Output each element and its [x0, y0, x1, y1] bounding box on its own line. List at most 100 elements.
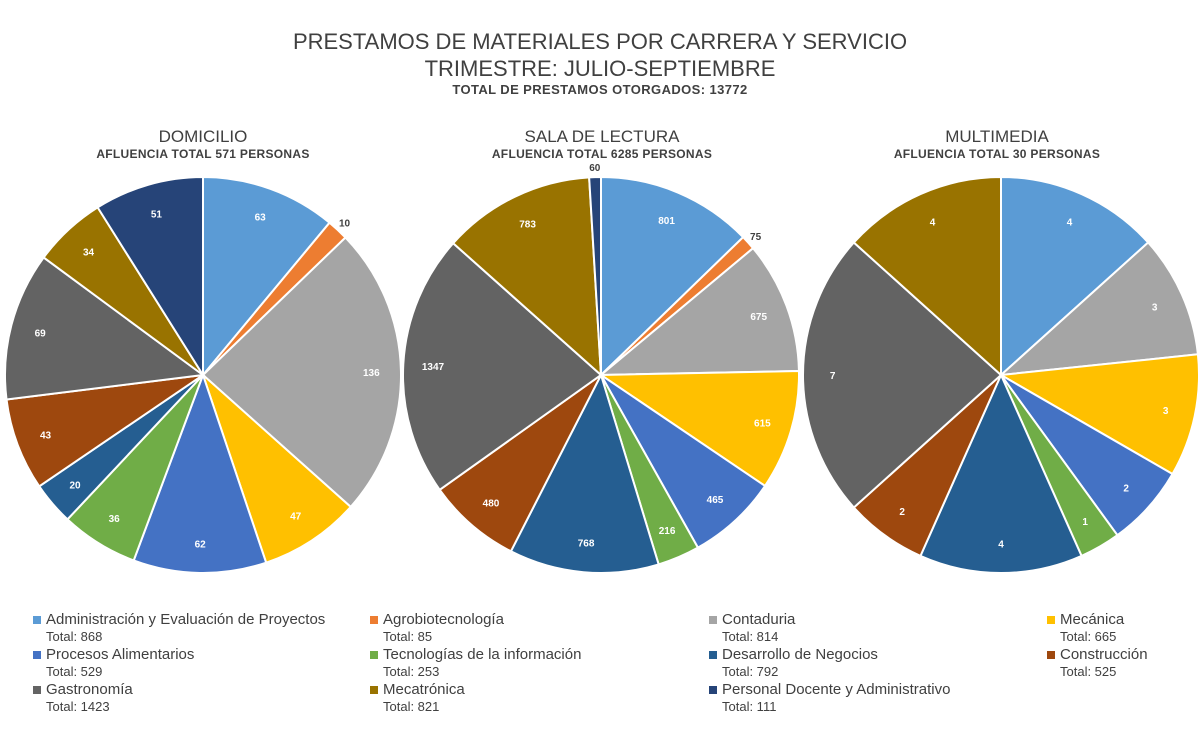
data-label-mecanica: 3 [1163, 406, 1169, 417]
legend-swatch [709, 650, 717, 659]
legend-item-administracion-y-evaluacion-de-proyectos: Administración y Evaluación de Proyectos… [33, 610, 363, 644]
legend-label: Desarrollo de Negocios [722, 646, 878, 663]
pie-charts: 6310136476236204369345180175675615465216… [4, 163, 1200, 574]
data-label-agrobiotecnologia: 75 [750, 232, 762, 243]
data-label-gastronomia: 7 [830, 371, 836, 382]
data-label-desarrollo-de-negocios: 4 [998, 539, 1004, 550]
pie-subtitle: AFLUENCIA TOTAL 30 PERSONAS [893, 147, 1101, 161]
legend-label: Construcción [1060, 646, 1148, 663]
legend-item-mecatronica: Mecatrónica Total: 821 [370, 680, 700, 714]
pie-name: DOMICILIO [158, 127, 248, 146]
data-label-personal-docente-y-administrativo: 60 [589, 163, 601, 174]
pie-slice-contaduria [598, 246, 800, 377]
pie-slice-contaduria [201, 236, 402, 509]
legend-label: Agrobiotecnología [383, 611, 504, 628]
pie-title-sala-de-lectura: SALA DE LECTURA AFLUENCIA TOTAL 6285 PER… [402, 127, 802, 161]
legend-item-personal-docente-y-administrativo: Personal Docente y Administrativo Total: … [709, 680, 1039, 714]
legend-label: Personal Docente y Administrativo [722, 681, 951, 698]
legend-swatch [33, 650, 41, 659]
pie-subtitle: AFLUENCIA TOTAL 571 PERSONAS [96, 147, 310, 161]
data-label-procesos-alimentarios: 2 [1123, 484, 1129, 495]
data-label-mecanica: 47 [290, 512, 302, 523]
pie-slice-contaduria [998, 241, 1200, 377]
pie-slice-administracion-y-evaluacion-de-proyectos [202, 175, 331, 378]
legend-swatch [33, 615, 41, 624]
data-label-mecatronica: 4 [930, 217, 936, 228]
legend-swatch [370, 650, 378, 659]
pie-slice-construccion [438, 374, 602, 553]
data-label-tecnologias-de-la-informacion: 216 [659, 526, 676, 537]
legend-total: Total: 792 [722, 664, 779, 679]
data-label-procesos-alimentarios: 465 [707, 495, 724, 506]
legend-total: Total: 111 [722, 699, 777, 714]
data-label-tecnologias-de-la-informacion: 36 [109, 514, 121, 525]
data-label-agrobiotecnologia: 10 [339, 219, 351, 230]
data-label-construccion: 480 [483, 498, 500, 509]
pie-slice-desarrollo-de-negocios [509, 372, 660, 574]
data-label-gastronomia: 1347 [422, 362, 445, 373]
legend-label: Administración y Evaluación de Proyectos [46, 611, 326, 628]
legend-total: Total: 814 [722, 629, 779, 644]
legend-swatch [33, 685, 41, 694]
data-label-administracion-y-evaluacion-de-proyectos: 801 [658, 216, 675, 227]
data-label-administracion-y-evaluacion-de-proyectos: 63 [255, 213, 267, 224]
pie-slice-gastronomia [402, 241, 603, 492]
data-label-desarrollo-de-negocios: 768 [578, 539, 595, 550]
legend-swatch [1047, 650, 1055, 659]
legend-swatch [709, 685, 717, 694]
legend-item-tecnologias-de-la-informacion: Tecnologías de la información Total: 253 [370, 645, 700, 679]
data-label-mecatronica: 783 [519, 220, 536, 231]
data-label-mecanica: 615 [754, 419, 771, 430]
legend-item-contaduria: Contaduria Total: 814 [709, 610, 1039, 644]
pie-name: MULTIMEDIA [945, 127, 1049, 146]
pie-slice-procesos-alimentarios [132, 372, 268, 574]
pie-slice-desarrollo-de-negocios [919, 372, 1083, 574]
pie-slice-mecanica [997, 353, 1200, 476]
legend-item-mecanica: Mecánica Total: 665 [1047, 610, 1200, 644]
pie-slice-personal-docente-y-administrativo [96, 175, 204, 379]
legend-swatch [370, 685, 378, 694]
data-label-contaduria: 3 [1152, 303, 1158, 314]
data-label-mecatronica: 34 [83, 248, 95, 259]
total-loans-title: TOTAL DE PRESTAMOS OTORGADOS: 13772 [452, 82, 748, 97]
data-label-construccion: 43 [40, 430, 52, 441]
legend-item-desarrollo-de-negocios: Desarrollo de Negocios Total: 792 [709, 645, 1039, 679]
legend-label: Procesos Alimentarios [46, 646, 195, 663]
data-label-contaduria: 136 [363, 368, 380, 379]
pie-slice-mecanica [597, 369, 800, 488]
legend-total: Total: 665 [1060, 629, 1117, 644]
main-title: PRESTAMOS DE MATERIALES POR CARRERA Y SE… [292, 29, 908, 54]
data-label-tecnologias-de-la-informacion: 1 [1082, 517, 1088, 528]
chart-header: PRESTAMOS DE MATERIALES POR CARRERA Y SE… [0, 28, 1200, 98]
legend-item-construccion: Construcción Total: 525 [1047, 645, 1200, 679]
pie-slice-administracion-y-evaluacion-de-proyectos [600, 175, 745, 378]
legend-label: Tecnologías de la información [383, 646, 582, 663]
pie-title-multimedia: MULTIMEDIA AFLUENCIA TOTAL 30 PERSONAS [797, 127, 1197, 161]
legend-label: Gastronomía [46, 681, 133, 698]
data-label-gastronomia: 69 [35, 328, 47, 339]
legend-item-procesos-alimentarios: Procesos Alimentarios Total: 529 [33, 645, 363, 679]
legend-total: Total: 253 [383, 664, 440, 679]
legend-label: Mecánica [1060, 611, 1125, 628]
pie-slice-gastronomia [4, 256, 206, 401]
legend-total: Total: 529 [46, 664, 103, 679]
legend-total: Total: 525 [1060, 664, 1117, 679]
data-label-desarrollo-de-negocios: 20 [69, 480, 81, 491]
pie-slice-gastronomia [802, 241, 1003, 509]
legend-total: Total: 85 [383, 629, 433, 644]
period-title: TRIMESTRE: JULIO-SEPTIEMBRE [424, 56, 776, 81]
legend-item-gastronomia: Gastronomía Total: 1423 [33, 680, 363, 714]
legend-swatch [709, 615, 717, 624]
pie-slice-administracion-y-evaluacion-de-proyectos [1000, 175, 1150, 378]
legend-swatch [370, 615, 378, 624]
pie-slice-mecatronica [451, 176, 603, 378]
data-label-administracion-y-evaluacion-de-proyectos: 4 [1067, 217, 1073, 228]
pie-title-domicilio: DOMICILIO AFLUENCIA TOTAL 571 PERSONAS [3, 127, 403, 161]
data-label-contaduria: 675 [750, 312, 767, 323]
data-label-construccion: 2 [899, 507, 905, 518]
legend-label: Contaduria [722, 611, 796, 628]
legend-total: Total: 1423 [46, 699, 110, 714]
data-label-procesos-alimentarios: 62 [195, 539, 207, 550]
data-label-personal-docente-y-administrativo: 51 [151, 209, 163, 220]
pie-name: SALA DE LECTURA [524, 127, 680, 146]
